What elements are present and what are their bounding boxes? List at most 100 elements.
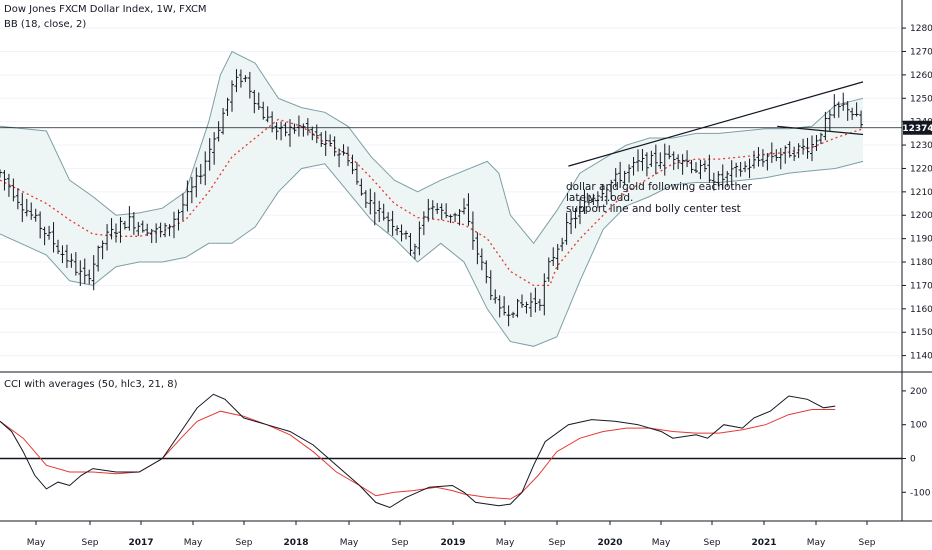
- price-bar: [636, 149, 640, 172]
- price-bar: [484, 260, 489, 284]
- price-bar: [671, 151, 676, 170]
- price-bar: [163, 223, 168, 238]
- price-bar: [15, 188, 20, 210]
- price-bar: [640, 148, 645, 171]
- price-bar: [332, 136, 337, 157]
- y-tick-label: 12000: [910, 211, 932, 221]
- price-bar: [658, 152, 663, 169]
- price-bar: [319, 132, 324, 147]
- cci-tick-label: 0: [910, 454, 916, 464]
- price-bar: [368, 188, 373, 215]
- price-bar: [47, 225, 52, 240]
- price-bar: [274, 122, 279, 140]
- price-bar: [118, 217, 123, 243]
- price-bar: [6, 173, 11, 197]
- price-bar: [412, 243, 417, 260]
- bb-upper-band: [0, 50, 864, 245]
- price-bar: [212, 132, 217, 165]
- x-tick-label: May: [340, 538, 359, 548]
- price-bar: [841, 92, 846, 111]
- y-tick-label: 11800: [910, 258, 932, 268]
- price-bar: [176, 209, 181, 231]
- price-bar: [194, 167, 199, 198]
- price-bar: [33, 208, 38, 222]
- price-bar: [341, 144, 346, 156]
- bb-legend: BB (18, close, 2): [4, 19, 87, 30]
- price-bar: [131, 212, 136, 235]
- y-tick-label: 11900: [910, 235, 932, 245]
- price-bar: [216, 121, 221, 142]
- price-bar: [323, 130, 328, 156]
- price-bar: [546, 257, 551, 282]
- price-bar: [96, 245, 101, 272]
- price-bar: [676, 154, 681, 170]
- price-bar: [618, 161, 623, 188]
- price-bar: [600, 184, 605, 201]
- price-bar: [493, 289, 498, 304]
- price-bar: [823, 111, 828, 141]
- trendlines: [0, 81, 902, 167]
- price-bar: [845, 101, 850, 121]
- price-bar: [243, 75, 248, 83]
- price-bar: [850, 107, 855, 120]
- price-bar: [82, 258, 87, 284]
- price-bar: [801, 138, 806, 155]
- price-bar: [252, 89, 257, 114]
- price-bar: [627, 164, 632, 183]
- price-bar: [796, 143, 801, 159]
- price-bar: [854, 102, 859, 117]
- price-bar: [180, 193, 185, 221]
- price-bar: [154, 223, 159, 243]
- price-bar: [354, 162, 359, 185]
- price-bar: [653, 144, 658, 175]
- price-bar: [537, 298, 542, 311]
- y-tick-label: 11600: [910, 305, 932, 315]
- price-bar: [189, 176, 194, 204]
- price-bar: [265, 106, 270, 123]
- price-bar: [234, 69, 239, 93]
- price-bar: [582, 189, 587, 214]
- price-bar: [515, 298, 520, 318]
- price-bar: [778, 147, 783, 170]
- price-bar: [569, 211, 574, 235]
- price-bar: [29, 202, 34, 220]
- annotation-note: dollar and gold following eachother late…: [566, 182, 752, 215]
- price-bar: [350, 154, 355, 175]
- price-bar: [462, 198, 466, 215]
- price-bar: [662, 143, 667, 176]
- price-bar: [2, 170, 7, 191]
- price-bar: [172, 211, 176, 239]
- price-bar: [453, 212, 458, 223]
- bollinger-bands: [0, 50, 864, 347]
- price-bar: [328, 134, 333, 147]
- price-bar: [818, 132, 823, 145]
- price-bar: [296, 115, 301, 137]
- price-bar: [479, 248, 484, 271]
- x-tick-label: 2020: [597, 538, 622, 548]
- price-bar: [760, 149, 765, 167]
- annotation-line: lately.....odd.: [566, 192, 634, 204]
- price-bar: [680, 154, 685, 175]
- x-tick-label: 2021: [751, 538, 776, 548]
- price-bar: [859, 110, 864, 129]
- price-bar: [578, 198, 582, 225]
- price-bar: [185, 180, 190, 212]
- price-bar: [42, 226, 47, 246]
- y-tick-label: 11700: [910, 281, 932, 291]
- price-bar: [649, 150, 654, 167]
- cci-line: [0, 393, 836, 509]
- price-bar: [765, 153, 770, 171]
- price-bar: [738, 161, 743, 177]
- price-bar: [520, 294, 524, 308]
- price-bar: [752, 150, 756, 169]
- price-bar: [51, 222, 56, 253]
- price-bar: [470, 211, 475, 250]
- price-bar: [586, 194, 591, 206]
- main-legend-title: Dow Jones FXCM Dollar Index, 1W, FXCM: [4, 4, 207, 15]
- price-bar: [551, 247, 556, 266]
- price-bar: [832, 94, 837, 119]
- x-tick-label: May: [807, 538, 826, 548]
- price-bar: [60, 245, 65, 264]
- bb-fill: [0, 51, 863, 347]
- price-bar: [64, 244, 69, 268]
